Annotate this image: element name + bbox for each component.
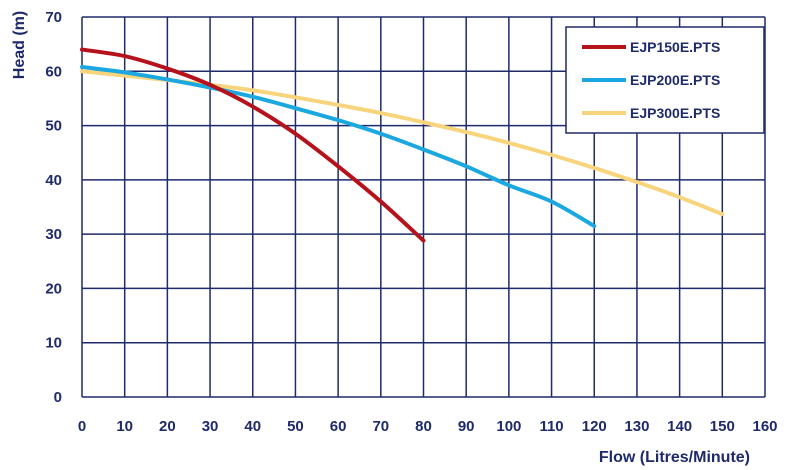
x-tick-label: 10: [116, 418, 133, 435]
x-tick-label: 30: [202, 418, 219, 435]
series-lines: [80, 47, 725, 243]
x-tick-label: 80: [415, 418, 432, 435]
x-tick-label: 140: [667, 418, 692, 435]
y-tick-labels: 0 10 20 30 40 50 60 70: [45, 9, 62, 406]
y-tick-label: 70: [45, 9, 62, 26]
y-axis-title: Head (m): [11, 11, 28, 79]
x-tick-label: 130: [624, 418, 649, 435]
y-tick-label: 40: [45, 172, 62, 189]
y-tick-label: 30: [45, 226, 62, 243]
x-tick-labels: 0 10 20 30 40 50 60 70 80 90 100 110 120 130 140 150 160: [78, 418, 778, 435]
x-tick-label: 70: [372, 418, 389, 435]
y-tick-label: 20: [45, 280, 62, 297]
x-tick-label: 90: [458, 418, 475, 435]
x-axis-title: Flow (Litres/Minute): [599, 449, 750, 466]
legend: EJP150E.PTS EJP200E.PTS EJP300E.PTS: [565, 26, 765, 134]
x-tick-label: 110: [539, 418, 563, 435]
y-tick-label: 50: [45, 118, 62, 135]
y-tick-label: 10: [45, 335, 62, 352]
series-line-ejp150e-pts: [80, 47, 426, 243]
legend-label: EJP150E.PTS: [630, 39, 720, 55]
x-tick-label: 160: [752, 418, 777, 435]
y-tick-label: 60: [45, 63, 62, 80]
series-line-ejp200e-pts: [80, 64, 597, 228]
x-tick-label: 120: [582, 418, 607, 435]
x-tick-label: 60: [330, 418, 347, 435]
x-tick-label: 150: [710, 418, 735, 435]
legend-label: EJP300E.PTS: [630, 105, 720, 121]
x-tick-label: 0: [78, 418, 86, 435]
x-tick-label: 100: [496, 418, 521, 435]
y-tick-label: 0: [54, 389, 62, 406]
x-tick-label: 40: [244, 418, 261, 435]
x-tick-label: 50: [287, 418, 304, 435]
x-tick-label: 20: [159, 418, 176, 435]
legend-label: EJP200E.PTS: [630, 72, 720, 88]
